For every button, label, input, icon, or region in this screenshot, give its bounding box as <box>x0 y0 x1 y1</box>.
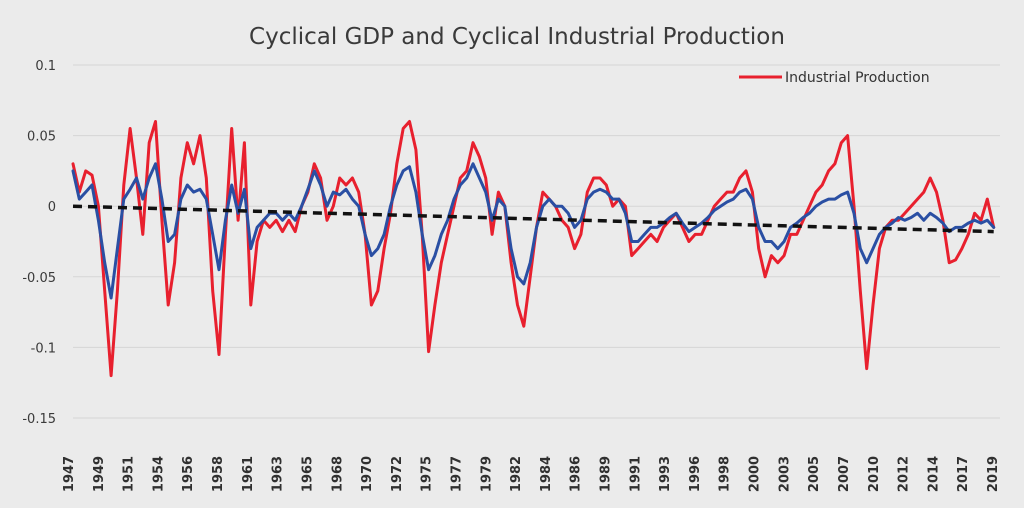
x-axis-ticks: 1947 1949 1951 1954 1956 1958 1961 1963 1965 1968… <box>62 456 1001 492</box>
x-tick-label: 1979 <box>479 456 494 492</box>
x-tick-label: 1982 <box>509 456 524 492</box>
y-tick-label: -0.05 <box>22 271 56 286</box>
x-tick-label: 2017 <box>956 456 971 492</box>
x-tick-label: 1977 <box>449 456 464 492</box>
x-tick-label: 1975 <box>420 456 435 492</box>
series-line-gdp <box>71 162 996 300</box>
x-tick-label: 1996 <box>688 456 703 492</box>
x-tick-label: 1961 <box>241 456 256 492</box>
x-tick-label: 1968 <box>330 456 345 492</box>
x-tick-label: 1965 <box>300 456 315 492</box>
x-tick-label: 1949 <box>92 456 107 492</box>
x-tick-label: 2005 <box>807 456 822 492</box>
x-tick-label: 2003 <box>777 456 792 492</box>
chart-title: Cyclical GDP and Cyclical Industrial Pro… <box>249 24 785 50</box>
legend-label-industrial-production: Industrial Production <box>785 70 930 86</box>
x-tick-label: 2012 <box>897 456 912 492</box>
x-tick-label: 2014 <box>926 456 941 492</box>
x-tick-label: 2010 <box>867 456 882 492</box>
legend: Industrial Production <box>739 70 930 86</box>
y-tick-label: 0.05 <box>27 130 56 145</box>
x-tick-label: 1963 <box>271 456 286 492</box>
x-tick-label: 1984 <box>539 456 554 492</box>
x-tick-label: 1998 <box>718 456 733 492</box>
x-tick-label: 1991 <box>628 456 643 492</box>
series-lines <box>71 120 996 378</box>
x-tick-label: 2000 <box>748 456 763 492</box>
y-tick-label: -0.1 <box>31 341 56 356</box>
x-tick-label: 2019 <box>986 456 1001 492</box>
y-tick-label: 0 <box>48 200 56 215</box>
x-tick-label: 1970 <box>360 456 375 492</box>
x-tick-label: 1954 <box>151 456 166 492</box>
x-tick-label: 1947 <box>62 456 77 492</box>
x-tick-label: 1972 <box>390 456 405 492</box>
x-tick-label: 1986 <box>569 456 584 492</box>
x-tick-label: 1993 <box>658 456 673 492</box>
y-axis-ticks: 0.1 0.05 0 -0.05 -0.1 -0.15 <box>22 59 56 427</box>
x-tick-label: 1958 <box>211 456 226 492</box>
x-tick-label: 1951 <box>122 456 137 492</box>
y-tick-label: -0.15 <box>22 412 56 427</box>
y-tick-label: 0.1 <box>35 59 56 74</box>
x-tick-label: 2007 <box>837 456 852 492</box>
series-line-trend <box>72 204 994 234</box>
x-tick-label: 1989 <box>599 456 614 492</box>
x-tick-label: 1956 <box>181 456 196 492</box>
